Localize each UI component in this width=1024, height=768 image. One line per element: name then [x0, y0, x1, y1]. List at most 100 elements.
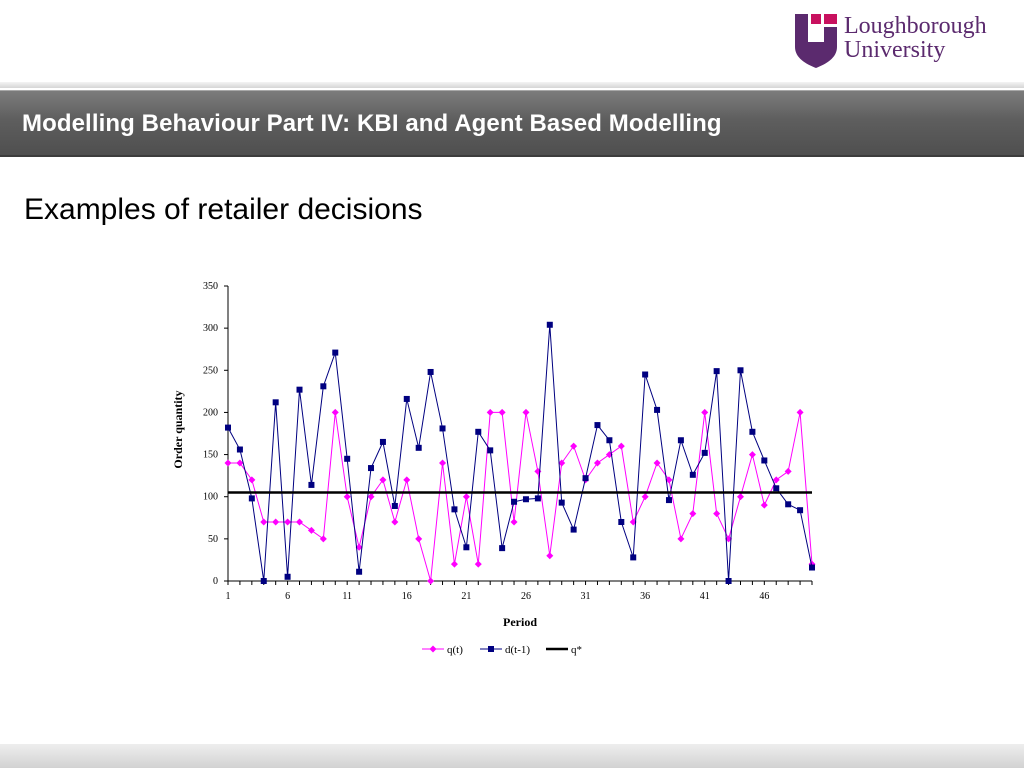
data-point: [248, 495, 255, 502]
legend-label: q(t): [447, 644, 463, 656]
series-line: [228, 411, 813, 582]
y-tick-label: 150: [203, 450, 218, 461]
data-point: [558, 459, 566, 467]
data-point: [344, 455, 351, 462]
data-point: [797, 507, 804, 514]
data-point: [296, 386, 303, 393]
data-point: [701, 408, 709, 416]
data-point: [749, 428, 756, 435]
data-point: [522, 408, 530, 416]
x-tick-label: 16: [402, 591, 412, 602]
data-point: [427, 577, 435, 585]
data-point: [284, 573, 291, 580]
data-point: [379, 438, 386, 445]
data-point: [760, 501, 768, 509]
y-tick-label: 300: [203, 323, 218, 334]
x-tick-label: 26: [521, 591, 531, 602]
data-point: [331, 408, 339, 416]
data-point: [606, 437, 613, 444]
data-point: [641, 493, 649, 501]
data-point: [642, 371, 649, 378]
data-point: [546, 552, 554, 560]
data-point: [630, 554, 637, 561]
data-point: [403, 476, 411, 484]
data-point: [570, 526, 577, 533]
y-tick-label: 0: [213, 576, 218, 587]
data-point: [498, 408, 506, 416]
data-point: [391, 502, 398, 509]
data-point: [546, 321, 553, 328]
data-point: [463, 544, 470, 551]
data-point: [236, 459, 244, 467]
data-point: [415, 535, 423, 543]
data-point: [522, 496, 529, 503]
x-tick-label: 1: [226, 591, 231, 602]
data-point: [474, 560, 482, 568]
y-tick-label: 250: [203, 365, 218, 376]
data-point: [272, 518, 280, 526]
data-point: [677, 437, 684, 444]
legend-item: d(t-1): [480, 644, 530, 656]
data-point: [689, 510, 697, 518]
data-point: [462, 493, 470, 501]
data-point: [236, 446, 243, 453]
data-point: [225, 424, 231, 431]
data-point: [260, 518, 268, 526]
data-point: [284, 518, 292, 526]
data-point: [593, 459, 601, 467]
data-point: [499, 545, 506, 552]
data-point: [451, 506, 458, 513]
data-point: [248, 476, 256, 484]
data-point: [439, 459, 447, 467]
legend-label: d(t-1): [505, 644, 530, 656]
data-point: [260, 578, 267, 584]
data-point: [320, 383, 327, 390]
data-point: [272, 399, 279, 406]
data-point: [319, 535, 327, 543]
legend-marker: [488, 646, 494, 652]
data-point: [701, 449, 708, 456]
x-tick-label: 36: [640, 591, 650, 602]
chart-legend: q(t) d(t-1) q*: [422, 644, 582, 656]
crest-accent-bar: [824, 14, 837, 24]
data-point: [618, 519, 625, 525]
banner-title: Modelling Behaviour Part IV: KBI and Age…: [22, 110, 722, 137]
data-point: [689, 471, 696, 478]
data-point: [737, 367, 744, 374]
data-point: [332, 349, 339, 356]
data-point: [665, 476, 673, 484]
data-point: [725, 578, 732, 584]
data-point: [391, 518, 399, 526]
data-point: [570, 442, 578, 450]
crest-shield: [795, 14, 837, 68]
title-banner: Modelling Behaviour Part IV: KBI and Age…: [0, 90, 1024, 157]
x-tick-label: 41: [700, 591, 710, 602]
data-point: [725, 535, 733, 543]
y-tick-label: 350: [203, 281, 218, 292]
university-name-line1: Loughborough: [844, 13, 987, 39]
series-q-t-: [224, 408, 816, 585]
data-point: [796, 408, 804, 416]
y-tick-label: 50: [208, 534, 218, 545]
data-point: [379, 476, 387, 484]
y-axis-label: Order quantity: [171, 390, 185, 468]
data-point: [785, 501, 792, 508]
data-point: [356, 568, 363, 575]
y-tick-label: 100: [203, 492, 218, 503]
x-tick-label: 21: [461, 591, 471, 602]
data-point: [296, 518, 304, 526]
university-logo: Loughborough University: [795, 14, 1010, 70]
data-point: [558, 499, 565, 506]
data-point: [761, 457, 768, 464]
legend-item: q(t): [422, 644, 463, 656]
data-point: [450, 560, 458, 568]
legend-label: q*: [571, 644, 582, 656]
legend-item: q*: [546, 644, 582, 656]
university-name: Loughborough University: [844, 14, 987, 62]
data-point: [534, 495, 541, 502]
data-point: [403, 395, 410, 402]
header-divider: [0, 82, 1024, 88]
data-point: [748, 451, 756, 459]
x-tick-label: 31: [581, 591, 591, 602]
